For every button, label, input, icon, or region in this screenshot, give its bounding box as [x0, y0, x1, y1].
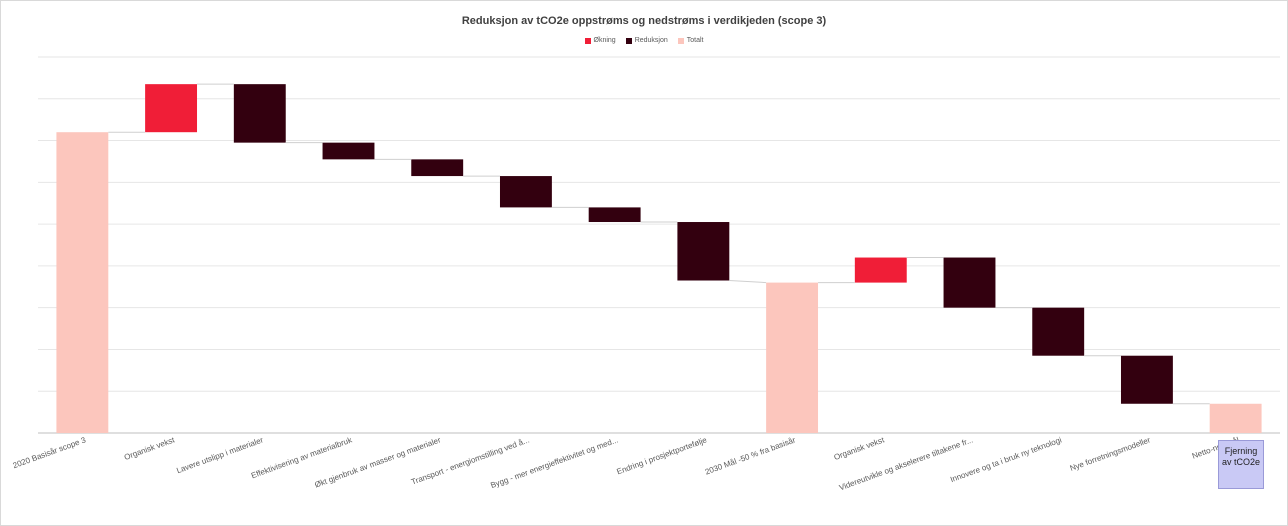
x-tick-label: Endring i prosjektportefølje: [616, 435, 709, 476]
bar-increase: [854, 257, 907, 283]
legend-swatch-increase: [584, 37, 591, 44]
legend-swatch-total: [677, 37, 684, 44]
bar-decrease: [233, 84, 286, 143]
bar-decrease: [499, 176, 552, 208]
bar-decrease: [411, 159, 464, 177]
legend-label-total: Totalt: [686, 37, 704, 44]
bar-decrease: [943, 257, 996, 308]
legend-item-total: Totalt: [677, 37, 704, 44]
bar-decrease: [588, 207, 641, 223]
bar-total: [1209, 403, 1262, 433]
connector-line: [729, 280, 767, 284]
bar-increase: [145, 84, 198, 133]
bar-total: [56, 132, 109, 433]
x-tick-label: 2030 Mål -50 % fra basisår: [704, 435, 797, 476]
chart-legend: Økning Reduksjon Totalt: [0, 37, 1288, 44]
x-tick-label: Organisk vekst: [833, 435, 887, 462]
annotation-box: Fjerning av tCO2e: [1218, 440, 1264, 489]
bar-total: [766, 282, 819, 433]
x-tick-label: Nye forretningsmodeller: [1069, 435, 1152, 473]
bar-decrease: [677, 222, 730, 281]
bar-decrease: [1120, 355, 1173, 404]
chart-title: Reduksjon av tCO2e oppstrøms og nedstrøm…: [461, 15, 827, 27]
x-tick-label: Organisk vekst: [123, 435, 177, 462]
legend-item-increase: Økning: [584, 37, 616, 44]
x-tick-label: Lavere utslipp i materialer: [175, 435, 264, 475]
legend-label-decrease: Reduksjon: [634, 37, 668, 44]
x-tick-label: 2020 Basisår scope 3: [12, 435, 88, 470]
legend-swatch-decrease: [625, 37, 632, 44]
bar-decrease: [1032, 307, 1085, 356]
legend-label-increase: Økning: [593, 37, 616, 44]
bar-decrease: [322, 142, 375, 160]
legend-item-decrease: Reduksjon: [625, 37, 668, 44]
